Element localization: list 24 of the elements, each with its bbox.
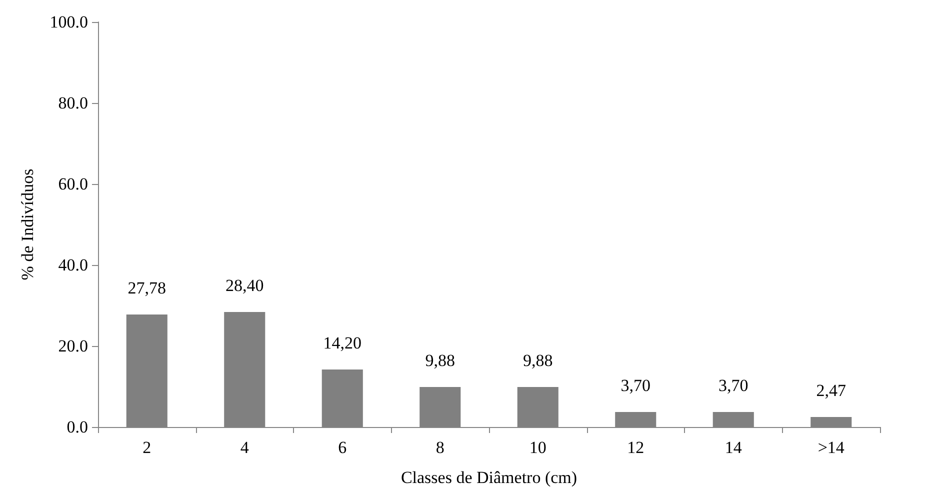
x-tick-label: 10 <box>529 438 546 457</box>
x-axis-title: Classes de Diâmetro (cm) <box>400 468 578 487</box>
x-tick-label: 4 <box>240 438 250 457</box>
y-tick-label: 40.0 <box>58 256 88 274</box>
data-label: 3,70 <box>620 376 650 396</box>
x-tick-label: 14 <box>724 438 742 457</box>
data-label: 9,88 <box>523 350 553 370</box>
x-tick-label: >14 <box>818 438 845 457</box>
y-tick-label: 20.0 <box>58 336 88 356</box>
x-tick-label: 2 <box>142 438 152 457</box>
x-tick-label: 8 <box>436 438 444 457</box>
y-axis-title: % de Indivíduos <box>18 168 37 280</box>
data-label: 9,88 <box>425 350 455 370</box>
data-label: 14,20 <box>323 333 362 352</box>
y-tick-label: 100.0 <box>50 12 88 32</box>
data-label: 3,70 <box>718 376 748 396</box>
y-tick-label: 0.0 <box>66 418 88 436</box>
x-tick-label: 12 <box>627 438 644 457</box>
data-label: 2,47 <box>816 380 846 400</box>
x-tick-label: 6 <box>338 438 347 457</box>
data-label: 27,78 <box>128 278 166 298</box>
y-tick-label: 80.0 <box>58 94 88 112</box>
y-tick-label: 60.0 <box>58 174 88 194</box>
data-label: 28,40 <box>226 276 264 295</box>
